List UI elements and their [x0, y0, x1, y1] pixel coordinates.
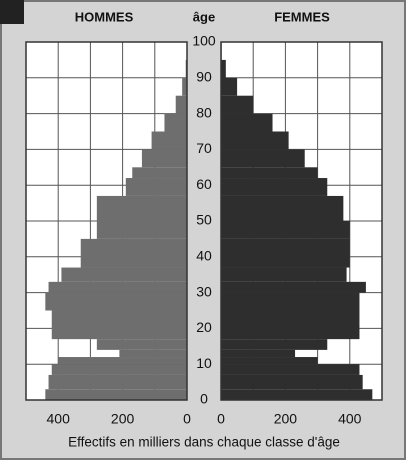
bar — [182, 77, 187, 96]
bar — [221, 374, 363, 390]
age-label: âge — [193, 9, 215, 24]
bar — [48, 281, 187, 293]
bar — [221, 349, 296, 358]
bar — [45, 292, 187, 311]
x-tick-label: 0 — [183, 411, 191, 427]
bar — [221, 310, 360, 340]
corner-mark — [0, 0, 24, 24]
bar — [221, 221, 350, 239]
bar — [175, 95, 187, 114]
bar — [221, 77, 238, 96]
y-tick-label: 20 — [196, 319, 212, 335]
bar — [96, 339, 187, 350]
bar — [45, 389, 187, 400]
bar — [221, 195, 344, 221]
bar — [164, 113, 187, 132]
bar — [221, 178, 328, 196]
y-tick-label: 60 — [196, 176, 212, 192]
bar — [58, 357, 188, 365]
bar — [141, 149, 187, 168]
bar — [221, 149, 305, 168]
bar — [221, 113, 273, 132]
bar — [119, 349, 187, 358]
bar — [221, 389, 373, 400]
bar — [221, 267, 347, 282]
bar — [96, 221, 187, 239]
y-tick-label: 10 — [196, 355, 212, 371]
x-axis-label: Effectifs en milliers dans chaque classe… — [68, 435, 340, 450]
bar — [61, 267, 187, 282]
bar — [221, 292, 360, 311]
y-tick-label: 80 — [196, 104, 212, 120]
bar — [221, 167, 318, 179]
bar — [48, 374, 187, 390]
panel-outline — [25, 41, 188, 401]
bar — [221, 339, 328, 350]
bar — [125, 178, 187, 196]
bar — [221, 238, 350, 268]
x-tick-label: 400 — [47, 411, 71, 427]
bar — [221, 357, 318, 365]
bar — [96, 195, 187, 221]
y-tick-label: 50 — [196, 212, 212, 228]
bar — [151, 131, 187, 150]
bar — [221, 364, 360, 375]
x-tick-label: 0 — [217, 411, 225, 427]
y-tick-label: 30 — [196, 283, 212, 299]
panel-outline — [220, 41, 383, 401]
bar — [221, 59, 226, 78]
y-tick-label: 40 — [196, 248, 212, 264]
x-tick-label: 400 — [338, 411, 362, 427]
x-tick-label: 200 — [111, 411, 135, 427]
y-tick-label: 70 — [196, 140, 212, 156]
x-tick-label: 200 — [274, 411, 298, 427]
left-header: HOMMES — [75, 9, 134, 24]
bar — [221, 281, 366, 293]
y-tick-label: 0 — [200, 391, 208, 407]
right-header: FEMMES — [274, 9, 330, 24]
bar — [132, 167, 187, 179]
bar — [80, 238, 187, 268]
bar — [51, 364, 188, 375]
bar — [51, 310, 188, 340]
y-tick-label: 100 — [192, 33, 216, 49]
bar — [221, 95, 254, 114]
y-tick-label: 90 — [196, 69, 212, 85]
bar — [221, 131, 289, 150]
